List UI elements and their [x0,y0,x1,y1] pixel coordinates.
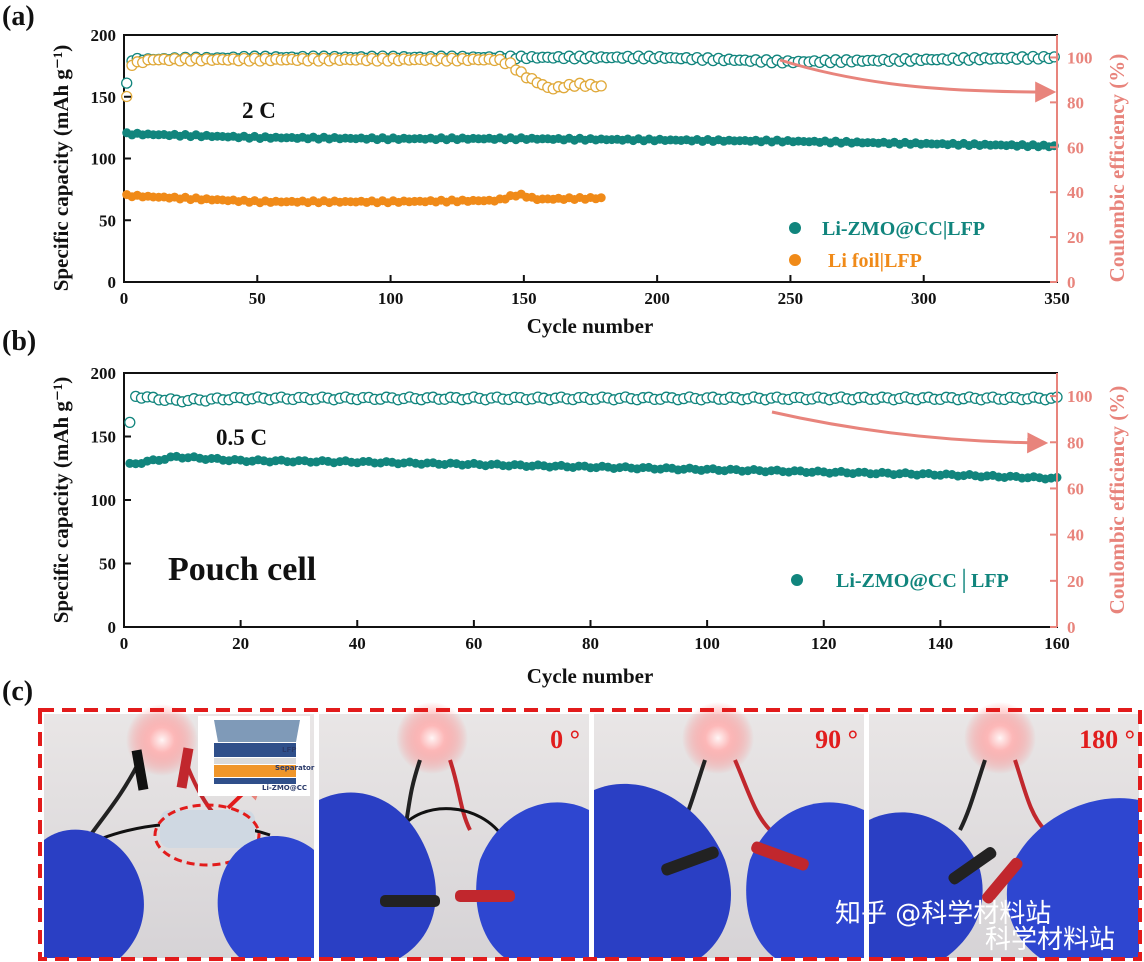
chart-b-ytick-label: 100 [91,491,117,510]
chart-b-ytick-label: 200 [91,364,117,383]
panel-label-b: (b) [2,326,36,357]
watermark-zhihu: 知乎 @科学材料站 [835,899,1051,929]
legend-marker-li-foil [789,254,801,266]
inset-label-lfp: LFP [282,746,296,754]
chart-a-y2tick-label: 0 [1067,273,1076,292]
chart-a-ytick-label: 0 [108,273,117,292]
chart-b-xtick-label: 100 [694,634,720,653]
chart-b-pouch-label: Pouch cell [168,551,316,588]
chart-b-xtick-label: 60 [465,634,482,653]
chart-a-point-lizmocclfpce [121,77,133,89]
chart-b-y2tick-label: 20 [1067,572,1084,591]
chart-a-y2tick-label: 60 [1067,138,1084,157]
photo-4: 180 ° 知乎 @科学材料站 科学材料站 [835,702,1139,958]
chart-a-xtick-label: 300 [911,289,937,308]
chart-b-xtick-label: 80 [582,634,599,653]
panel-label-c: (c) [2,676,33,707]
legend-label-li-foil: Li foil|LFP [828,250,922,272]
chart-b-xlabel: Cycle number [527,664,654,688]
chart-a-y2tick-label: 80 [1067,93,1084,112]
chart-a-y2label: Coulombic efficiency (%) [1105,54,1129,283]
legend-marker-li-zmo [789,222,801,234]
legend-label-li-zmo-b: Li-ZMO@CC│LFP [836,568,1009,594]
pouch-schematic: LFP Separator Li-ZMO@CC [198,716,315,796]
chart-b-y2tick-label: 0 [1067,618,1076,637]
chart-a-point-lifoillfpce [595,80,607,92]
chart-b-marks [124,390,1063,484]
chart-b-xtick-label: 0 [120,634,129,653]
chart-b-y2tick-label: 80 [1067,433,1084,452]
chart-b-annotation: 0.5 C [216,425,267,450]
chart-b-xtick-label: 20 [232,634,249,653]
chart-a-xtick-label: 200 [644,289,670,308]
panel-label-a: (a) [2,1,35,32]
chart-a-xtick-label: 100 [378,289,404,308]
chart-a-xtick-label: 250 [778,289,804,308]
chart-b-arrow [771,410,1049,454]
chart-a-arrow [779,58,1057,103]
bend-angle-90: 90 ° [815,725,858,754]
chart-a-ytick-label: 100 [91,150,117,169]
chart-a-point-lifoillfp [596,193,606,203]
bend-angle-180: 180 ° [1079,725,1135,754]
chart-a-y2tick-label: 100 [1067,48,1093,67]
inset-label-separator: Separator [275,764,315,772]
chart-a-xtick-label: 150 [511,289,537,308]
photo-1: LFP Separator Li-ZMO@CC [44,704,315,958]
chart-b-ticks: 0 20 40 60 80 100 120 140 1600501001502000204060… [91,364,1093,653]
photo-3: 90 ° [594,702,864,958]
chart-a-y2tick-label: 20 [1067,228,1084,247]
chart-a-ticks: 0 50 100 150 200 250 300 3500501001502000204060… [91,26,1093,308]
chart-b-y2tick-label: 40 [1067,526,1084,545]
chart-a-frame [123,34,1058,283]
chart-b-ytick-label: 0 [108,618,117,637]
photo-frame [38,708,1142,961]
chart-a-annotation: 2 C [242,98,276,123]
chart-a: (a) 0 50 100 150 200 250 300 350050100150200020… [2,1,1129,338]
watermark-weibo: 科学材料站 [985,925,1115,955]
chart-b-xtick-label: 40 [349,634,366,653]
chart-a-xtick-label: 0 [120,289,129,308]
chart-a-ytick-label: 200 [91,26,117,45]
chart-a-legend: Li-ZMO@CC|LFP Li foil|LFP [789,218,985,272]
legend-label-li-zmo: Li-ZMO@CC|LFP [822,218,985,240]
bend-angle-0: 0 ° [550,725,580,754]
chart-b-xtick-label: 140 [928,634,954,653]
photo-2: 0 ° [319,702,589,958]
chart-a-ytick-label: 50 [99,211,116,230]
chart-b-ytick-label: 50 [99,555,116,574]
chart-a-xtick-label: 350 [1044,289,1070,308]
chart-b-ylabel: Specific capacity (mAh g⁻¹) [49,377,73,624]
inset-label-li-zmo: Li-ZMO@CC [262,784,307,792]
legend-marker-li-zmo-b [791,574,803,586]
chart-a-marks [121,50,1060,208]
chart-b-xtick-label: 120 [811,634,837,653]
photo-panel-c: (c) LFP Separator Li-ZMO@CC [2,676,1142,961]
chart-b-y2tick-label: 60 [1067,479,1084,498]
chart-b-y2label: Coulombic efficiency (%) [1105,386,1129,615]
chart-b: (b) 0 20 40 60 80 100 120 140 160050100150200020… [2,326,1129,688]
chart-b-legend: Li-ZMO@CC│LFP [791,568,1009,594]
chart-b-y2tick-label: 100 [1067,387,1093,406]
chart-a-xlabel: Cycle number [527,314,654,338]
chart-b-xtick-label: 160 [1044,634,1070,653]
chart-b-ytick-label: 150 [91,428,117,447]
chart-b-point-lizmocclfpce [124,416,136,429]
chart-a-ytick-label: 150 [91,88,117,107]
chart-a-y2tick-label: 40 [1067,183,1084,202]
chart-a-ylabel: Specific capacity (mAh g⁻¹) [49,45,73,292]
chart-a-xtick-label: 50 [249,289,266,308]
